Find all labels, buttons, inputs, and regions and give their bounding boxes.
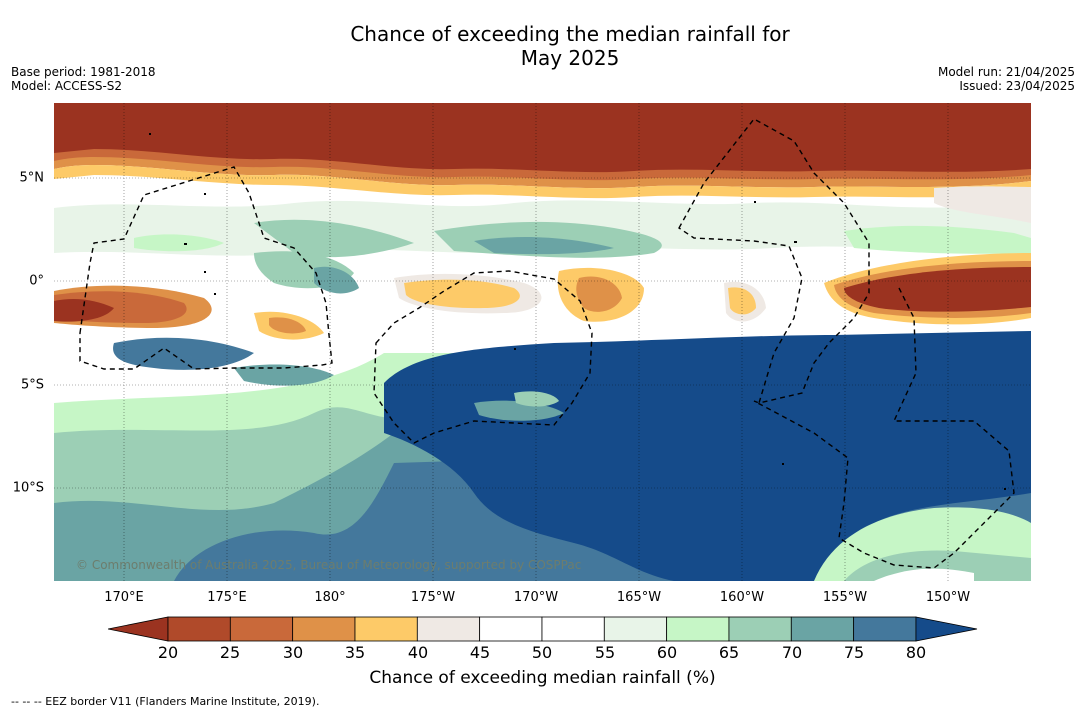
y-tick-5s: 5°S xyxy=(20,377,44,393)
model-run: Model run: 21/04/2025 xyxy=(937,65,1075,79)
meta-left: Base period: 1981-2018 Model: ACCESS-S2 xyxy=(11,65,156,93)
colorbar-segment xyxy=(354,616,418,642)
colorbar-label-70: 70 xyxy=(781,643,803,662)
colorbar-label-20: 20 xyxy=(157,643,179,662)
y-tick-0: 0° xyxy=(29,273,44,289)
colorbar-label-65: 65 xyxy=(718,643,740,662)
colorbar-segment xyxy=(541,616,605,642)
colorbar-segment xyxy=(603,616,668,642)
x-tick-170w: 170°W xyxy=(513,590,559,605)
colorbar-segment xyxy=(167,616,231,642)
y-tick-5n: 5°N xyxy=(19,170,45,186)
issued-date: Issued: 23/04/2025 xyxy=(959,79,1075,93)
colorbar-title: Chance of exceeding median rainfall (%) xyxy=(369,668,716,688)
colorbar-label-55: 55 xyxy=(594,643,616,662)
rainfall-map: © Commonwealth of Australia 2025, Bureau… xyxy=(54,103,1031,581)
colorbar-label-35: 35 xyxy=(344,643,366,662)
x-tick-175w: 175°W xyxy=(410,590,456,605)
colorbar-label-60: 60 xyxy=(656,643,678,662)
colorbar-label-45: 45 xyxy=(469,643,491,662)
copyright-notice: © Commonwealth of Australia 2025, Bureau… xyxy=(76,558,582,572)
colorbar-label-25: 25 xyxy=(219,643,241,662)
colorbar-extend-low xyxy=(108,616,169,642)
x-tick-170e: 170°E xyxy=(104,590,144,605)
x-tick-165w: 165°W xyxy=(616,590,662,605)
colorbar-label-30: 30 xyxy=(282,643,304,662)
map-title: Chance of exceeding the median rainfall … xyxy=(0,22,1085,70)
colorbar-segment xyxy=(666,616,730,642)
colorbar-segment xyxy=(853,616,917,642)
model-name: Model: ACCESS-S2 xyxy=(11,79,123,93)
x-tick-155w: 155°W xyxy=(822,590,868,605)
base-period: Base period: 1981-2018 xyxy=(11,65,156,79)
colorbar-label-80: 80 xyxy=(905,643,927,662)
colorbar-segment xyxy=(479,616,543,642)
colorbar-segment xyxy=(292,616,356,642)
colorbar xyxy=(108,616,978,642)
x-tick-150w: 150°W xyxy=(925,590,971,605)
colorbar-segment xyxy=(229,616,294,642)
title-line-2: May 2025 xyxy=(520,46,620,70)
colorbar-extend-high xyxy=(915,616,978,642)
colorbar-segment xyxy=(728,616,792,642)
colorbar-segment xyxy=(416,616,481,642)
y-tick-10s: 10°S xyxy=(12,480,44,496)
meta-right: Model run: 21/04/2025 Issued: 23/04/2025 xyxy=(938,65,1075,93)
rainfall-map-graphic xyxy=(54,103,1031,581)
x-tick-180: 180° xyxy=(314,590,346,605)
colorbar-label-40: 40 xyxy=(407,643,429,662)
x-tick-160w: 160°W xyxy=(719,590,765,605)
colorbar-segment xyxy=(790,616,855,642)
title-line-1: Chance of exceeding the median rainfall … xyxy=(350,22,790,46)
x-tick-175e: 175°E xyxy=(207,590,247,605)
colorbar-label-50: 50 xyxy=(531,643,553,662)
eez-footnote: -- -- -- EEZ border V11 (Flanders Marine… xyxy=(11,695,320,708)
colorbar-label-75: 75 xyxy=(843,643,865,662)
